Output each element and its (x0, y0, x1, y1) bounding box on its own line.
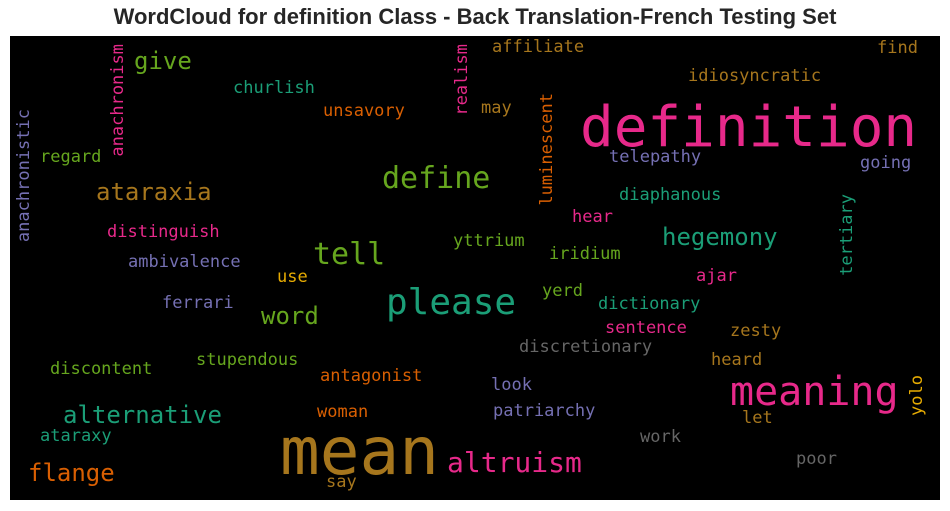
word-yolo: yolo (907, 375, 927, 416)
word-define: define (382, 161, 491, 196)
word-unsavory: unsavory (323, 101, 405, 121)
word-let: let (742, 408, 773, 428)
word-anachronistic: anachronistic (14, 109, 34, 243)
word-cloud: mean definition meaning please define te… (10, 36, 940, 500)
word-yttrium: yttrium (453, 231, 525, 251)
word-churlish: churlish (233, 78, 315, 98)
word-may: may (481, 98, 512, 118)
word-sentence: sentence (605, 318, 687, 338)
word-give: give (134, 47, 192, 75)
word-word: word (261, 302, 319, 330)
word-alternative: alternative (63, 401, 222, 429)
word-telepathy: telepathy (609, 147, 702, 167)
word-diaphanous: diaphanous (619, 185, 722, 205)
word-zesty: zesty (730, 321, 782, 341)
word-mean: mean (280, 413, 439, 490)
word-anachronism: anachronism (108, 44, 128, 157)
word-realism: realism (452, 44, 472, 116)
word-discretionary: discretionary (519, 337, 653, 357)
word-ajar: ajar (696, 266, 737, 286)
word-tertiary: tertiary (837, 194, 857, 276)
word-iridium: iridium (549, 244, 621, 264)
word-definition: definition (580, 95, 918, 160)
word-ferrari: ferrari (162, 293, 234, 313)
word-regard: regard (40, 147, 102, 167)
word-tell: tell (313, 237, 386, 272)
word-hegemony: hegemony (662, 223, 778, 251)
word-say: say (326, 472, 357, 492)
word-dictionary: dictionary (598, 294, 701, 314)
word-ataraxia: ataraxia (96, 178, 212, 206)
word-discontent: discontent (50, 359, 153, 379)
word-ambivalence: ambivalence (128, 252, 241, 272)
word-going: going (860, 153, 912, 173)
word-luminescent: luminescent (537, 93, 557, 206)
word-work: work (640, 427, 681, 447)
word-hear: hear (572, 207, 613, 227)
word-woman: woman (317, 402, 369, 422)
word-find: find (877, 38, 918, 58)
word-use: use (277, 267, 308, 287)
word-look: look (491, 375, 532, 395)
word-antagonist: antagonist (320, 366, 423, 386)
word-patriarchy: patriarchy (493, 401, 596, 421)
word-distinguish: distinguish (107, 222, 220, 242)
word-please: please (386, 282, 517, 323)
word-altruism: altruism (447, 446, 582, 479)
word-heard: heard (711, 350, 763, 370)
word-poor: poor (796, 449, 837, 469)
word-yerd: yerd (542, 281, 583, 301)
word-affiliate: affiliate (492, 37, 585, 57)
chart-title: WordCloud for definition Class - Back Tr… (113, 4, 837, 29)
word-idiosyncratic: idiosyncratic (688, 66, 822, 86)
word-meaning: meaning (730, 369, 899, 415)
word-flange: flange (28, 459, 115, 487)
word-stupendous: stupendous (196, 350, 299, 370)
word-ataraxy: ataraxy (40, 426, 112, 446)
